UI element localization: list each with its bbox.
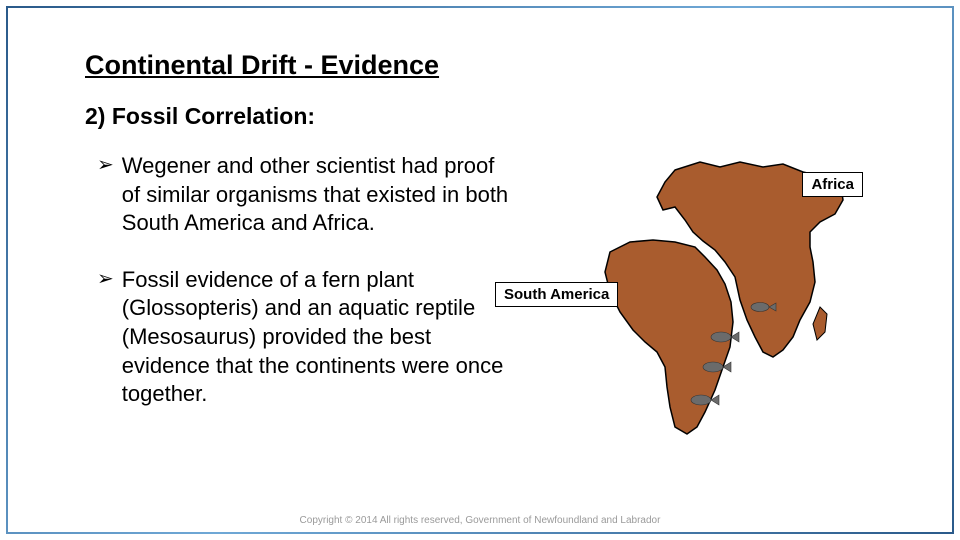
list-item: ➢ Fossil evidence of a fern plant (Gloss… — [97, 266, 515, 409]
slide-content: Continental Drift - Evidence 2) Fossil C… — [85, 50, 930, 442]
bullet-text: Wegener and other scientist had proof of… — [122, 152, 515, 238]
madagascar-shape — [813, 307, 827, 340]
body-row: ➢ Wegener and other scientist had proof … — [85, 152, 930, 442]
africa-label: Africa — [802, 172, 863, 197]
page-title: Continental Drift - Evidence — [85, 50, 930, 81]
subheading: 2) Fossil Correlation: — [85, 103, 930, 130]
south-america-label: South America — [495, 282, 618, 307]
continents-figure: Africa South America — [525, 142, 865, 442]
bullet-list: ➢ Wegener and other scientist had proof … — [85, 152, 515, 437]
bullet-text: Fossil evidence of a fern plant (Glossop… — [122, 266, 515, 409]
copyright-footer: Copyright © 2014 All rights reserved, Go… — [0, 515, 960, 526]
bullet-arrow-icon: ➢ — [97, 266, 114, 292]
list-item: ➢ Wegener and other scientist had proof … — [97, 152, 515, 238]
bullet-arrow-icon: ➢ — [97, 152, 114, 178]
